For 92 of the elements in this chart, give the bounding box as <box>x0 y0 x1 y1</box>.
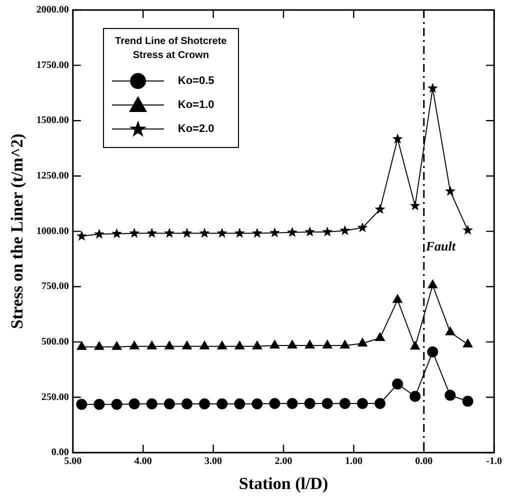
point <box>199 398 210 410</box>
point <box>94 341 104 350</box>
x-tick-label: 0.00 <box>415 456 433 468</box>
point <box>216 228 228 238</box>
point <box>304 340 315 348</box>
point <box>200 340 210 350</box>
point <box>216 398 228 410</box>
y-tick-label: 1500.00 <box>36 115 69 126</box>
y-tick-label: 750.00 <box>41 281 69 292</box>
point <box>427 346 438 358</box>
point <box>322 226 333 236</box>
y-tick-label: 1750.00 <box>36 60 69 71</box>
point <box>76 230 87 241</box>
point <box>147 340 157 350</box>
point <box>252 228 262 238</box>
point <box>358 338 368 346</box>
point <box>356 398 368 409</box>
point <box>462 396 474 407</box>
y-tick-label: 1250.00 <box>36 170 69 182</box>
point <box>269 227 280 238</box>
point <box>164 340 174 350</box>
point <box>462 338 473 348</box>
point <box>217 340 227 350</box>
point <box>234 398 246 410</box>
x-axis-title: Station (l/D) <box>238 474 328 494</box>
point <box>146 228 158 238</box>
point <box>234 228 245 238</box>
point <box>269 398 280 409</box>
point <box>410 200 420 210</box>
point <box>94 398 105 410</box>
point <box>287 340 298 348</box>
point <box>428 280 438 288</box>
legend-title: Trend Line of Shotcrete Stress at Crown <box>114 35 228 63</box>
point <box>286 398 298 409</box>
y-tick-label: 250.00 <box>41 392 69 403</box>
point <box>76 398 88 410</box>
point <box>462 224 473 235</box>
point <box>129 228 140 238</box>
point <box>234 340 244 350</box>
x-tick-label: 3.00 <box>204 456 222 468</box>
y-axis-title: Stress on the Liner (t/m^2) <box>8 134 27 329</box>
point <box>427 82 438 93</box>
legend-label: Ko=0.5 <box>178 75 214 87</box>
point <box>146 398 158 410</box>
point <box>375 332 385 341</box>
point <box>94 228 104 239</box>
point <box>76 341 87 350</box>
point <box>112 341 122 350</box>
point <box>164 398 175 410</box>
point <box>322 398 333 409</box>
point <box>252 340 262 350</box>
point <box>252 398 263 410</box>
y-tick-label: 0.00 <box>51 447 69 458</box>
x-tick-label: 5.00 <box>64 456 82 468</box>
x-tick-label: 2.00 <box>274 456 292 468</box>
y-tick-label: 1000.00 <box>36 226 69 237</box>
point <box>392 378 404 390</box>
point <box>444 390 456 401</box>
point <box>357 222 368 232</box>
point <box>270 340 280 348</box>
point <box>304 398 316 409</box>
point <box>392 134 403 144</box>
x-tick-label: -1.0 <box>486 456 502 468</box>
x-tick-label: 1.00 <box>344 456 362 468</box>
point <box>444 186 456 196</box>
point <box>410 390 421 402</box>
point <box>112 228 122 238</box>
point <box>181 398 192 410</box>
point <box>410 341 420 350</box>
y-tick-label: 2000.00 <box>36 4 69 16</box>
ref-line-label: Fault <box>424 238 456 254</box>
y-tick-label: 500.00 <box>41 336 69 348</box>
point <box>340 225 350 236</box>
point <box>128 398 140 410</box>
point <box>340 340 350 348</box>
point <box>339 398 350 409</box>
point <box>304 226 316 236</box>
point <box>129 340 140 350</box>
point <box>111 398 122 410</box>
legend-label: Ko=2.0 <box>178 123 214 135</box>
point <box>182 340 192 350</box>
point <box>199 228 210 238</box>
point <box>392 294 402 303</box>
x-tick-label: 4.00 <box>134 456 152 468</box>
legend-label: Ko=1.0 <box>178 99 214 111</box>
point <box>445 326 456 336</box>
point <box>374 204 386 214</box>
point <box>374 398 386 409</box>
point <box>287 226 298 237</box>
point <box>322 340 332 348</box>
point <box>182 228 192 238</box>
point <box>164 228 175 238</box>
